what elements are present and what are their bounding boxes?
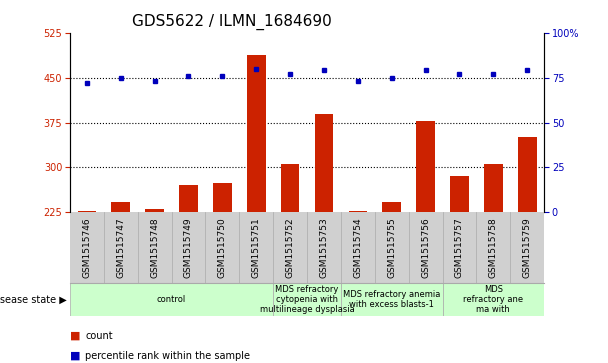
Bar (518, 138, 536, 347)
Text: GSM1515754: GSM1515754 (353, 217, 362, 278)
Text: ■: ■ (70, 351, 80, 361)
Bar (145, 209, 164, 347)
Bar (315, 114, 333, 347)
Bar (78, 211, 96, 347)
Bar (111, 201, 130, 347)
Text: count: count (85, 331, 112, 341)
Bar (443, 283, 544, 316)
Bar (247, 55, 266, 347)
Text: disease state ▶: disease state ▶ (0, 294, 67, 305)
Text: percentile rank within the sample: percentile rank within the sample (85, 351, 250, 361)
Text: MDS refractory
cytopenia with
multilineage dysplasia: MDS refractory cytopenia with multilinea… (260, 285, 354, 314)
Text: MDS refractory anemia
with excess blasts-1: MDS refractory anemia with excess blasts… (343, 290, 440, 309)
Bar (179, 185, 198, 347)
Text: GSM1515757: GSM1515757 (455, 217, 464, 278)
Text: GSM1515750: GSM1515750 (218, 217, 227, 278)
Bar (416, 121, 435, 347)
Bar (273, 283, 341, 316)
Bar (382, 202, 401, 347)
Text: GSM1515756: GSM1515756 (421, 217, 430, 278)
Text: GSM1515749: GSM1515749 (184, 217, 193, 278)
Text: GSM1515746: GSM1515746 (82, 217, 91, 278)
Text: GSM1515759: GSM1515759 (523, 217, 532, 278)
Text: GSM1515752: GSM1515752 (286, 217, 295, 278)
Text: GSM1515751: GSM1515751 (252, 217, 261, 278)
Bar (281, 164, 299, 347)
Bar (450, 176, 469, 347)
Text: GSM1515755: GSM1515755 (387, 217, 396, 278)
Text: GSM1515753: GSM1515753 (319, 217, 328, 278)
Bar (341, 283, 443, 316)
Text: MDS
refractory ane
ma with: MDS refractory ane ma with (463, 285, 523, 314)
Text: GSM1515758: GSM1515758 (489, 217, 498, 278)
Bar (213, 183, 232, 347)
Text: ■: ■ (70, 331, 80, 341)
Text: GSM1515748: GSM1515748 (150, 217, 159, 278)
Text: GDS5622 / ILMN_1684690: GDS5622 / ILMN_1684690 (131, 14, 331, 30)
Text: GSM1515747: GSM1515747 (116, 217, 125, 278)
Bar (348, 211, 367, 347)
Bar (484, 164, 503, 347)
Text: control: control (157, 295, 186, 304)
Bar (70, 283, 273, 316)
